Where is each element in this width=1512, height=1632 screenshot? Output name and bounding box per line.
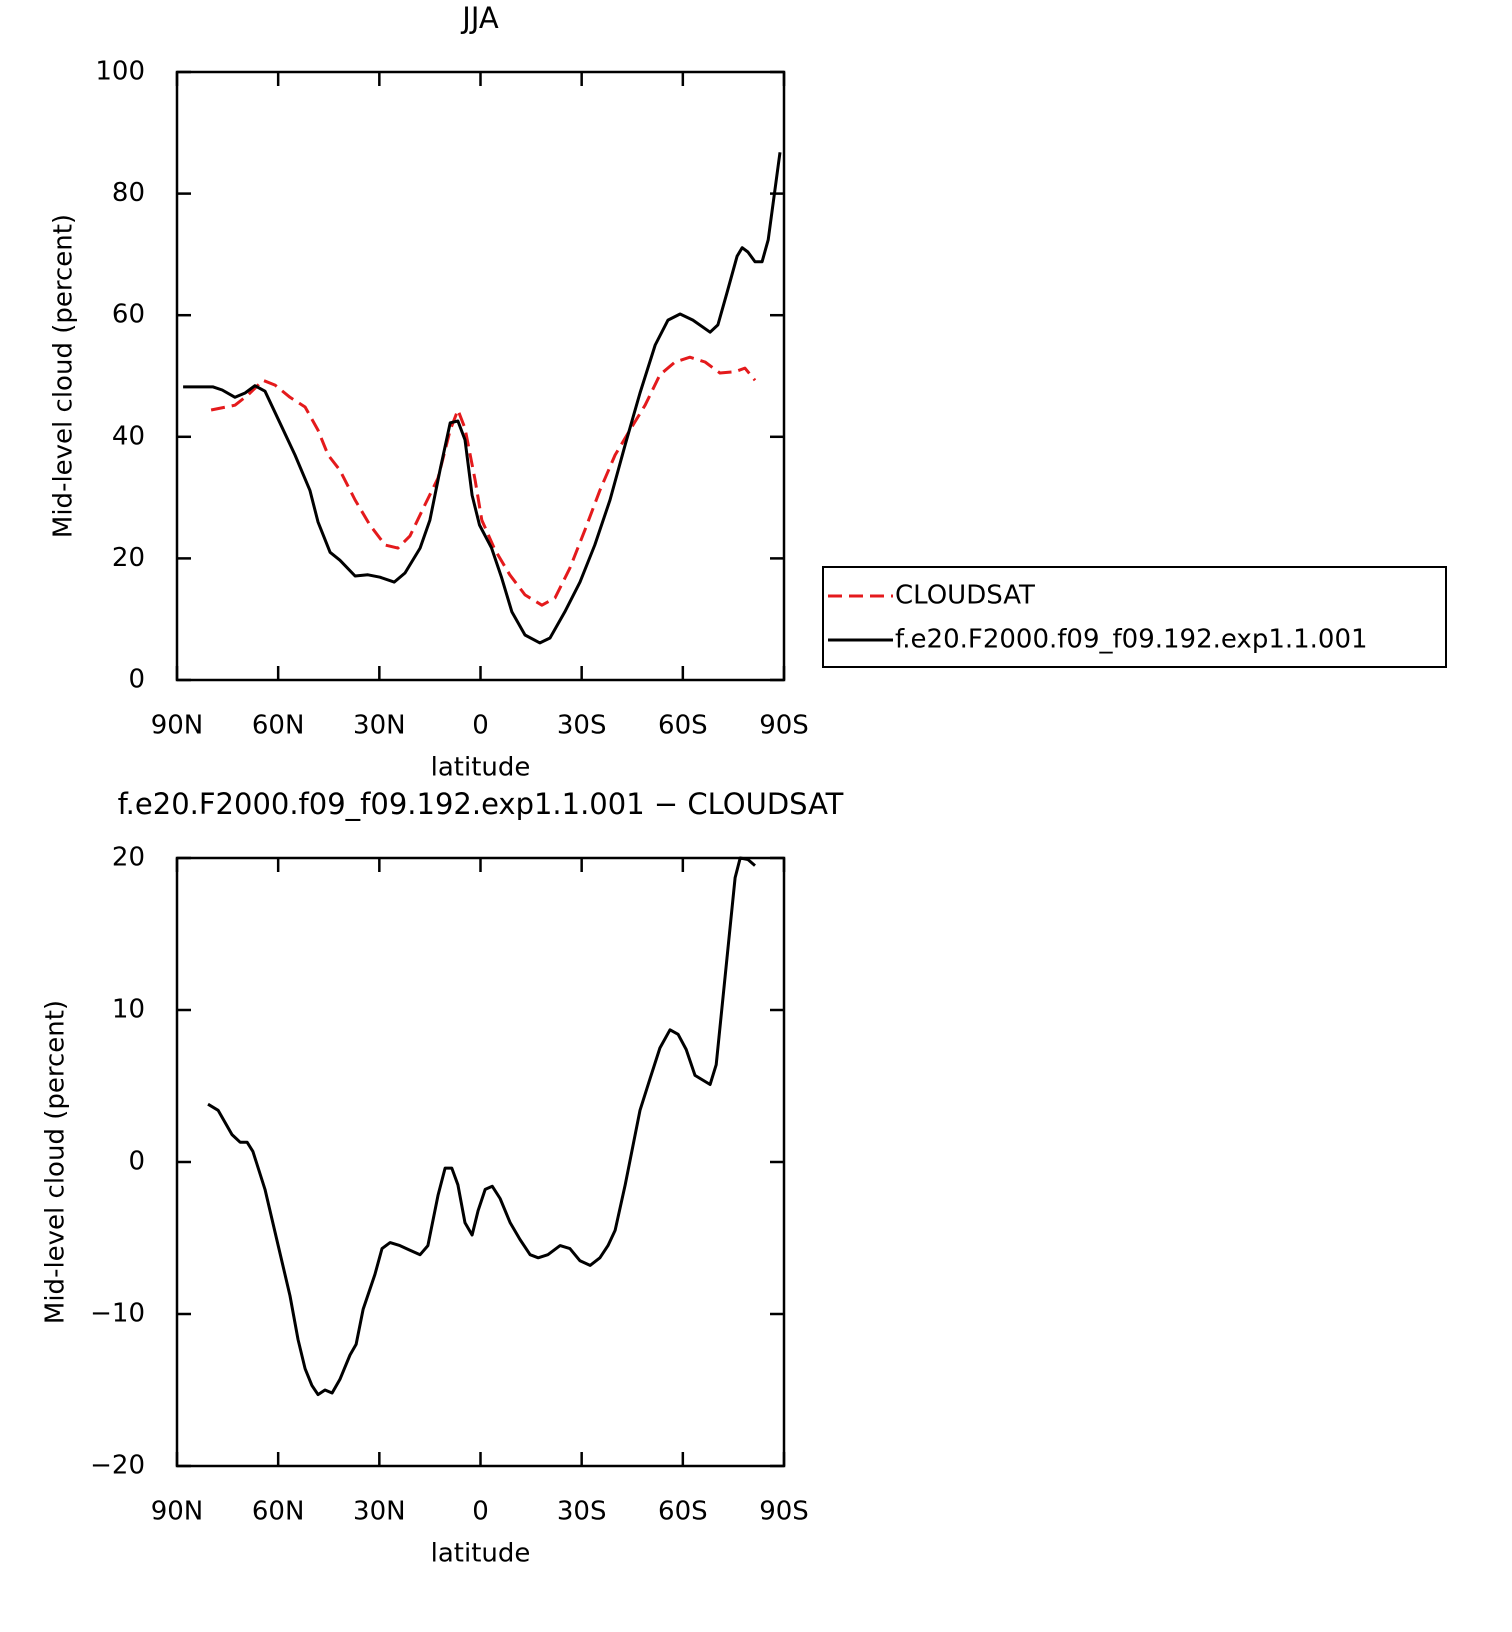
x-tick-label: 30N bbox=[353, 711, 406, 741]
legend-label: f.e20.F2000.f09_f09.192.exp1.1.001 bbox=[895, 625, 1368, 655]
x-tick-label: 30N bbox=[353, 1497, 406, 1527]
x-tick-label: 90N bbox=[151, 1497, 204, 1527]
y-axis-label: Mid-level cloud (percent) bbox=[41, 1000, 71, 1324]
x-tick-label: 60N bbox=[252, 1497, 305, 1527]
y-tick-label: 100 bbox=[95, 57, 145, 87]
chart-title: JJA bbox=[460, 1, 499, 35]
x-tick-label: 90N bbox=[151, 711, 204, 741]
y-tick-label: −10 bbox=[90, 1299, 145, 1329]
x-axis-label: latitude bbox=[431, 753, 531, 783]
legend-label: CLOUDSAT bbox=[895, 581, 1035, 611]
x-tick-label: 90S bbox=[759, 1497, 809, 1527]
x-tick-label: 0 bbox=[472, 1497, 489, 1527]
x-tick-label: 90S bbox=[759, 711, 809, 741]
x-tick-label: 60S bbox=[658, 1497, 708, 1527]
y-tick-label: 40 bbox=[112, 421, 145, 451]
y-tick-label: 20 bbox=[112, 843, 145, 873]
x-tick-label: 30S bbox=[557, 1497, 607, 1527]
y-tick-label: 10 bbox=[112, 995, 145, 1025]
x-tick-label: 60N bbox=[252, 711, 305, 741]
x-axis-label: latitude bbox=[431, 1539, 531, 1569]
plot-frame bbox=[175, 70, 786, 682]
y-tick-label: 20 bbox=[112, 543, 145, 573]
x-tick-label: 30S bbox=[557, 711, 607, 741]
data-line bbox=[207, 856, 756, 1397]
legend-box bbox=[822, 566, 1447, 668]
data-line bbox=[210, 355, 757, 607]
x-tick-label: 60S bbox=[658, 711, 708, 741]
y-tick-label: 60 bbox=[112, 300, 145, 330]
y-tick-label: 0 bbox=[128, 1147, 145, 1177]
chart-title: f.e20.F2000.f09_f09.192.exp1.1.001 − CLO… bbox=[118, 787, 844, 821]
y-axis-label: Mid-level cloud (percent) bbox=[49, 214, 79, 538]
data-line bbox=[183, 152, 782, 645]
y-tick-label: 80 bbox=[112, 178, 145, 208]
plot-frame bbox=[175, 856, 786, 1468]
y-tick-label: 0 bbox=[128, 665, 145, 695]
y-tick-label: −20 bbox=[90, 1451, 145, 1481]
x-tick-label: 0 bbox=[472, 711, 489, 741]
